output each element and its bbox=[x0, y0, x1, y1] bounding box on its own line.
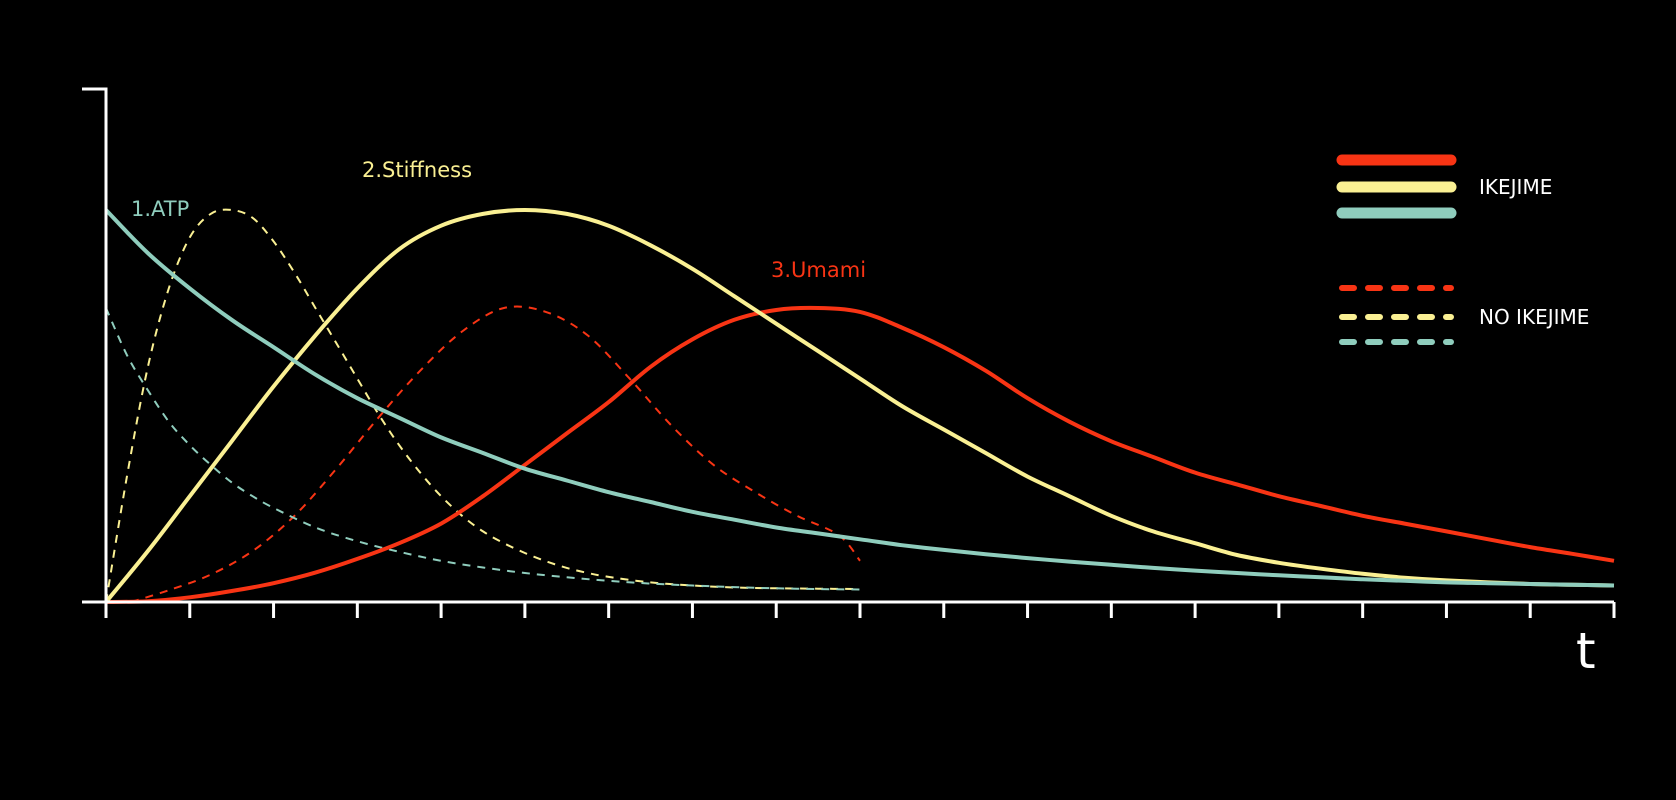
legend-label-no-ikejime: NO IKEJIME bbox=[1479, 305, 1589, 329]
series-line-stiffness-ikejime bbox=[104, 208, 1615, 604]
legend-label-ikejime: IKEJIME bbox=[1479, 175, 1552, 199]
legend: IKEJIME NO IKEJIME bbox=[1336, 154, 1589, 345]
curve-label-atp: 1.ATP bbox=[131, 197, 189, 221]
series-line-umami-no-ikejime bbox=[130, 305, 861, 603]
series-line-stiffness-no-ikejime bbox=[105, 208, 861, 603]
series-line-atp-ikejime bbox=[104, 208, 1615, 588]
x-axis-label: t bbox=[1576, 622, 1596, 680]
series-layer bbox=[104, 208, 1615, 604]
legend-item-no-ikejime: NO IKEJIME bbox=[1339, 285, 1589, 345]
series-line-atp-no-ikejime bbox=[105, 307, 861, 591]
legend-item-ikejime: IKEJIME bbox=[1336, 154, 1552, 219]
series-line-umami-ikejime bbox=[105, 305, 1615, 604]
axes-layer: t bbox=[82, 87, 1616, 680]
curve-labels: 1.ATP 2.Stiffness 3.Umami bbox=[131, 158, 866, 282]
x-axis-ticks bbox=[104, 602, 1616, 618]
y-axis bbox=[82, 87, 108, 602]
curve-label-stiffness: 2.Stiffness bbox=[362, 158, 472, 182]
curve-label-umami: 3.Umami bbox=[771, 258, 866, 282]
